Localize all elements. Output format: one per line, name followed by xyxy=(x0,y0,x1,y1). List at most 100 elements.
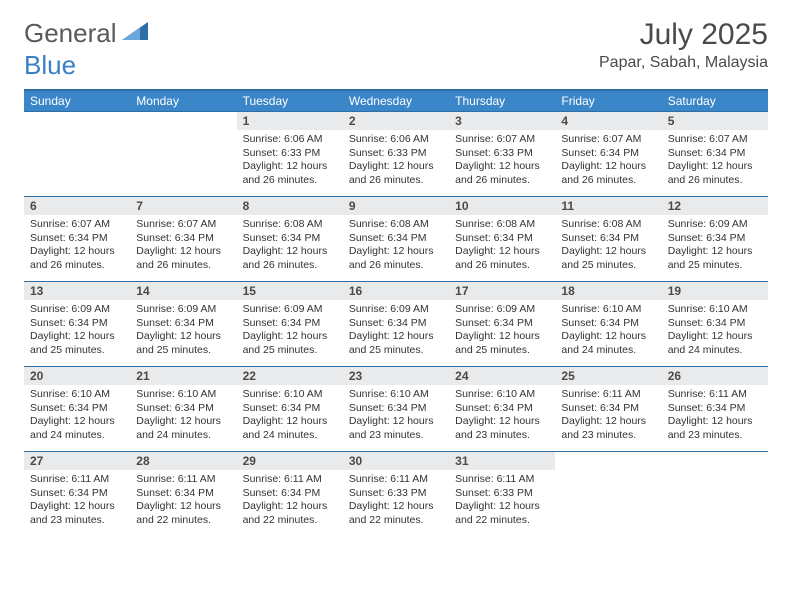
week-row: 6Sunrise: 6:07 AMSunset: 6:34 PMDaylight… xyxy=(24,196,768,281)
day-info-line: Daylight: 12 hours xyxy=(561,415,655,429)
day-info-line: and 26 minutes. xyxy=(455,174,549,188)
day-info-line: Daylight: 12 hours xyxy=(668,160,762,174)
week-row: 20Sunrise: 6:10 AMSunset: 6:34 PMDayligh… xyxy=(24,366,768,451)
day-cell: 23Sunrise: 6:10 AMSunset: 6:34 PMDayligh… xyxy=(343,367,449,451)
day-info-line: Sunrise: 6:10 AM xyxy=(455,388,549,402)
day-cell: 15Sunrise: 6:09 AMSunset: 6:34 PMDayligh… xyxy=(237,282,343,366)
day-info-line: Sunset: 6:34 PM xyxy=(455,402,549,416)
day-info: Sunrise: 6:11 AMSunset: 6:34 PMDaylight:… xyxy=(130,470,236,534)
day-info-line: Sunrise: 6:10 AM xyxy=(561,303,655,317)
day-info-line: and 26 minutes. xyxy=(136,259,230,273)
day-info-line: Sunrise: 6:10 AM xyxy=(668,303,762,317)
day-info-line: Daylight: 12 hours xyxy=(349,160,443,174)
weeks-container: 1Sunrise: 6:06 AMSunset: 6:33 PMDaylight… xyxy=(24,111,768,536)
day-number xyxy=(24,112,130,130)
day-header: Friday xyxy=(555,91,661,111)
day-cell: 2Sunrise: 6:06 AMSunset: 6:33 PMDaylight… xyxy=(343,112,449,196)
day-cell: 3Sunrise: 6:07 AMSunset: 6:33 PMDaylight… xyxy=(449,112,555,196)
day-number: 7 xyxy=(130,197,236,215)
day-info-line: Sunrise: 6:11 AM xyxy=(349,473,443,487)
day-info: Sunrise: 6:07 AMSunset: 6:33 PMDaylight:… xyxy=(449,130,555,194)
day-number: 16 xyxy=(343,282,449,300)
day-info-line: and 23 minutes. xyxy=(455,429,549,443)
day-info-line: Sunset: 6:33 PM xyxy=(455,487,549,501)
day-info: Sunrise: 6:06 AMSunset: 6:33 PMDaylight:… xyxy=(237,130,343,194)
day-number: 14 xyxy=(130,282,236,300)
day-info-line: and 22 minutes. xyxy=(349,514,443,528)
day-info-line: Sunrise: 6:11 AM xyxy=(455,473,549,487)
day-cell: 29Sunrise: 6:11 AMSunset: 6:34 PMDayligh… xyxy=(237,452,343,536)
day-info-line: Daylight: 12 hours xyxy=(349,245,443,259)
day-info-line: Sunset: 6:34 PM xyxy=(30,317,124,331)
day-info-line: Daylight: 12 hours xyxy=(136,415,230,429)
brand-part2: Blue xyxy=(24,50,768,81)
brand-part1: General xyxy=(24,18,117,49)
day-cell: 21Sunrise: 6:10 AMSunset: 6:34 PMDayligh… xyxy=(130,367,236,451)
day-info-line: Daylight: 12 hours xyxy=(455,330,549,344)
day-cell xyxy=(662,452,768,536)
day-info-line: Daylight: 12 hours xyxy=(668,415,762,429)
day-cell xyxy=(555,452,661,536)
day-info-line: Sunrise: 6:08 AM xyxy=(243,218,337,232)
day-number: 1 xyxy=(237,112,343,130)
day-info-line: Sunrise: 6:07 AM xyxy=(136,218,230,232)
day-number: 29 xyxy=(237,452,343,470)
day-info-line: and 24 minutes. xyxy=(668,344,762,358)
day-cell: 1Sunrise: 6:06 AMSunset: 6:33 PMDaylight… xyxy=(237,112,343,196)
day-number: 10 xyxy=(449,197,555,215)
day-cell: 19Sunrise: 6:10 AMSunset: 6:34 PMDayligh… xyxy=(662,282,768,366)
day-info: Sunrise: 6:10 AMSunset: 6:34 PMDaylight:… xyxy=(449,385,555,449)
day-info-line: Daylight: 12 hours xyxy=(561,330,655,344)
day-info-line: Sunset: 6:34 PM xyxy=(668,317,762,331)
day-info: Sunrise: 6:10 AMSunset: 6:34 PMDaylight:… xyxy=(555,300,661,364)
day-info-line: Sunrise: 6:06 AM xyxy=(349,133,443,147)
day-number: 18 xyxy=(555,282,661,300)
day-info: Sunrise: 6:11 AMSunset: 6:34 PMDaylight:… xyxy=(24,470,130,534)
day-info-line: Sunset: 6:34 PM xyxy=(455,317,549,331)
day-info: Sunrise: 6:07 AMSunset: 6:34 PMDaylight:… xyxy=(555,130,661,194)
day-info: Sunrise: 6:10 AMSunset: 6:34 PMDaylight:… xyxy=(662,300,768,364)
week-row: 1Sunrise: 6:06 AMSunset: 6:33 PMDaylight… xyxy=(24,111,768,196)
day-cell: 11Sunrise: 6:08 AMSunset: 6:34 PMDayligh… xyxy=(555,197,661,281)
day-info-line: Sunset: 6:34 PM xyxy=(561,147,655,161)
day-info-line: Sunset: 6:34 PM xyxy=(561,232,655,246)
day-cell: 30Sunrise: 6:11 AMSunset: 6:33 PMDayligh… xyxy=(343,452,449,536)
day-cell: 4Sunrise: 6:07 AMSunset: 6:34 PMDaylight… xyxy=(555,112,661,196)
day-info-line: and 23 minutes. xyxy=(668,429,762,443)
day-number: 3 xyxy=(449,112,555,130)
day-info-line: Daylight: 12 hours xyxy=(136,245,230,259)
day-info: Sunrise: 6:10 AMSunset: 6:34 PMDaylight:… xyxy=(24,385,130,449)
day-number: 17 xyxy=(449,282,555,300)
day-number: 22 xyxy=(237,367,343,385)
day-number: 19 xyxy=(662,282,768,300)
day-number: 23 xyxy=(343,367,449,385)
day-info-line: Sunrise: 6:09 AM xyxy=(136,303,230,317)
day-info-line: Sunrise: 6:11 AM xyxy=(561,388,655,402)
day-number: 4 xyxy=(555,112,661,130)
day-cell: 25Sunrise: 6:11 AMSunset: 6:34 PMDayligh… xyxy=(555,367,661,451)
day-info: Sunrise: 6:11 AMSunset: 6:33 PMDaylight:… xyxy=(343,470,449,534)
day-cell: 14Sunrise: 6:09 AMSunset: 6:34 PMDayligh… xyxy=(130,282,236,366)
day-number: 28 xyxy=(130,452,236,470)
day-info: Sunrise: 6:07 AMSunset: 6:34 PMDaylight:… xyxy=(24,215,130,279)
day-info-line: Sunset: 6:34 PM xyxy=(349,402,443,416)
day-info-line: Sunrise: 6:08 AM xyxy=(561,218,655,232)
day-info-line: Sunset: 6:34 PM xyxy=(561,317,655,331)
day-info: Sunrise: 6:10 AMSunset: 6:34 PMDaylight:… xyxy=(237,385,343,449)
day-info: Sunrise: 6:08 AMSunset: 6:34 PMDaylight:… xyxy=(555,215,661,279)
day-cell xyxy=(24,112,130,196)
day-info-line: Daylight: 12 hours xyxy=(136,500,230,514)
day-info: Sunrise: 6:11 AMSunset: 6:33 PMDaylight:… xyxy=(449,470,555,534)
day-header: Saturday xyxy=(662,91,768,111)
day-cell: 6Sunrise: 6:07 AMSunset: 6:34 PMDaylight… xyxy=(24,197,130,281)
day-cell: 5Sunrise: 6:07 AMSunset: 6:34 PMDaylight… xyxy=(662,112,768,196)
day-info-line: and 26 minutes. xyxy=(243,174,337,188)
day-info-line: and 25 minutes. xyxy=(243,344,337,358)
day-info-line: and 24 minutes. xyxy=(30,429,124,443)
day-header: Wednesday xyxy=(343,91,449,111)
day-cell: 13Sunrise: 6:09 AMSunset: 6:34 PMDayligh… xyxy=(24,282,130,366)
day-header-row: Sunday Monday Tuesday Wednesday Thursday… xyxy=(24,91,768,111)
day-info-line: and 25 minutes. xyxy=(136,344,230,358)
day-cell: 27Sunrise: 6:11 AMSunset: 6:34 PMDayligh… xyxy=(24,452,130,536)
brand-logo: General xyxy=(24,18,150,49)
